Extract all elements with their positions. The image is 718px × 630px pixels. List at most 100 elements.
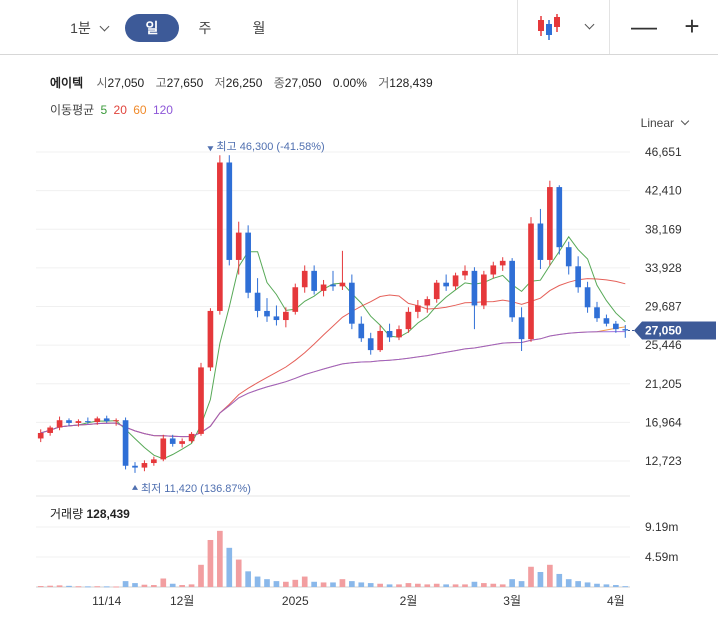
candle [217, 155, 223, 315]
volume-bar [283, 581, 289, 587]
tab-daily[interactable]: 일 [125, 14, 179, 42]
x-tick-label: 12월 [170, 594, 194, 608]
candle-body [169, 438, 176, 444]
candle [518, 307, 525, 352]
ma-120-label: 120 [152, 103, 173, 117]
candle-body [207, 310, 214, 368]
volume-panel-header: 거래량 128,439 [50, 505, 130, 522]
volume-bar [207, 539, 214, 587]
y-tick-label: 21,205 [645, 377, 682, 391]
candle [283, 307, 289, 328]
candle-body [226, 162, 233, 260]
candle [622, 325, 629, 338]
high-value: 27,650 [166, 76, 204, 90]
ma-60-line [40, 326, 626, 438]
candle-body [217, 162, 223, 311]
candle [207, 308, 214, 372]
candle [264, 298, 270, 322]
tab-monthly[interactable]: 월 [252, 20, 266, 36]
candle-body [575, 266, 581, 288]
candle [141, 460, 148, 472]
candle [471, 267, 478, 330]
ma-20-line [40, 278, 626, 438]
volume-bar [433, 583, 440, 587]
candle [613, 320, 619, 333]
candle [311, 265, 317, 295]
candle-body [245, 232, 251, 293]
candle-body [594, 307, 600, 319]
candle [226, 155, 233, 266]
zoom-in-button[interactable]: + [684, 11, 700, 41]
x-tick-label: 2월 [400, 594, 418, 608]
volume-bar [547, 564, 553, 587]
candle [565, 241, 572, 275]
toolbar-divider [517, 0, 518, 54]
candle-body [85, 421, 91, 423]
candle-body [565, 247, 572, 267]
volume-bar [528, 566, 534, 587]
scale-mode-dropdown[interactable]: Linear [640, 116, 690, 130]
volume-bar [320, 582, 327, 587]
volume-bar [311, 581, 317, 587]
zoom-out-button[interactable]: — [631, 11, 657, 41]
timeframe-minute-dropdown[interactable]: 1분 [54, 14, 124, 42]
y-tick-label: 42,410 [645, 184, 682, 198]
candle-body [320, 284, 327, 291]
volume-bar [132, 583, 138, 587]
volume-bar [103, 586, 110, 588]
candle [339, 250, 346, 290]
volume-bar [56, 585, 63, 587]
candle-body [283, 311, 289, 321]
candle [386, 323, 393, 342]
candle-body [528, 223, 534, 340]
candle-body [358, 323, 365, 339]
candle [254, 278, 261, 318]
candle-body [47, 427, 53, 433]
chart-type-dropdown[interactable] [532, 12, 608, 42]
volume-bar [396, 584, 402, 587]
scale-mode-label: Linear [640, 116, 674, 130]
volume-bar [575, 581, 581, 587]
candle-body [443, 282, 449, 287]
volume-panel-value: 128,439 [86, 507, 130, 521]
candle-body [188, 433, 195, 442]
ma-60-label: 60 [133, 103, 147, 117]
x-tick-label: 2025 [282, 594, 309, 608]
tab-weekly[interactable]: 주 [198, 20, 212, 36]
candlestick-icon [538, 14, 560, 40]
volume-bar [273, 581, 280, 587]
volume-bar [37, 586, 44, 588]
x-tick-label: 3월 [503, 594, 521, 608]
low-marker-icon [132, 484, 138, 490]
candle [103, 415, 110, 423]
volume-bar [377, 583, 383, 587]
volume-bar [537, 571, 544, 587]
candle-body [264, 310, 270, 317]
candle [273, 305, 280, 326]
candle [122, 417, 129, 470]
y-tick-label: 46,651 [645, 145, 682, 159]
high-annotation: 최고 46,300 (-41.58%) [216, 140, 324, 153]
volume-tick-label: 4.59m [645, 550, 678, 564]
volume-bar [358, 582, 365, 587]
candle [396, 325, 402, 341]
moving-average-legend[interactable]: 이동평균 5 20 60 120 [50, 101, 176, 118]
volume-bar [264, 579, 270, 587]
ma-5-label: 5 [100, 103, 108, 117]
candle [528, 217, 534, 342]
close-label: 종 [273, 76, 285, 90]
candle [556, 185, 563, 255]
volume-bar [565, 579, 572, 587]
candle [537, 208, 544, 270]
candle [179, 438, 185, 448]
candle-body [179, 441, 185, 444]
volume-bar [499, 584, 506, 587]
ma-120-line [40, 331, 626, 438]
timeframe-minute-label: 1분 [70, 20, 91, 36]
candle-body [339, 282, 346, 287]
candle [37, 429, 44, 443]
y-tick-label: 29,687 [645, 300, 682, 314]
volume-bar [66, 585, 72, 587]
volume-bar [226, 547, 233, 587]
